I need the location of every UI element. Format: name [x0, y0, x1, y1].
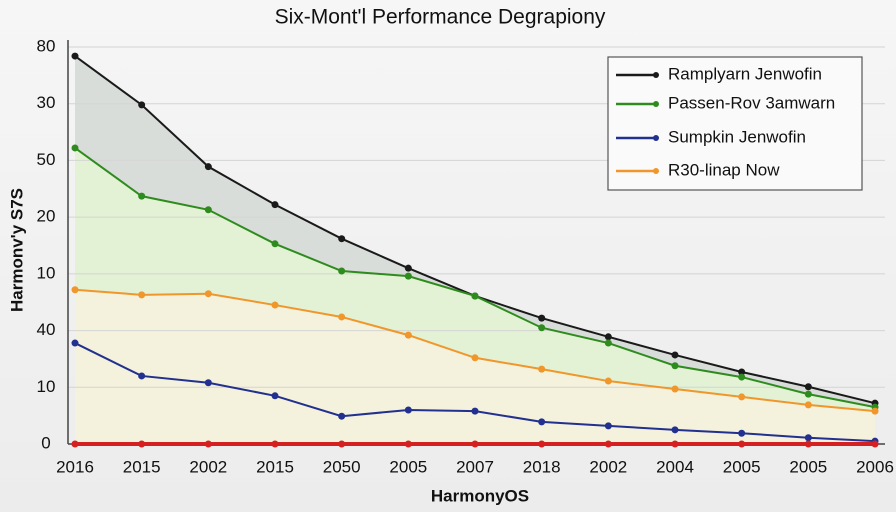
point — [471, 292, 479, 300]
x-tick-label: 2002 — [589, 457, 627, 476]
point — [738, 429, 746, 437]
x-tick-label: 2006 — [856, 457, 894, 476]
point — [271, 240, 279, 248]
point — [204, 379, 212, 387]
point — [538, 418, 546, 426]
point — [671, 440, 679, 448]
point — [138, 192, 146, 200]
y-tick-label: 40 — [37, 320, 56, 339]
point — [71, 286, 79, 294]
point — [204, 163, 212, 171]
point — [738, 440, 746, 448]
point — [338, 235, 346, 243]
point — [204, 206, 212, 214]
x-tick-label: 2018 — [523, 457, 561, 476]
point — [338, 313, 346, 321]
chart-title: Six-Mont'l Performance Degrapiony — [275, 6, 606, 29]
point — [271, 301, 279, 309]
point — [404, 440, 412, 448]
point — [204, 290, 212, 298]
point — [538, 324, 546, 332]
point — [671, 351, 679, 359]
legend-marker — [653, 101, 659, 107]
y-tick-label: 20 — [37, 207, 56, 226]
point — [871, 440, 879, 448]
point — [738, 368, 746, 376]
x-tick-label: 2005 — [389, 457, 427, 476]
point — [271, 440, 279, 448]
point — [471, 407, 479, 415]
point — [338, 267, 346, 275]
point — [338, 440, 346, 448]
point — [738, 373, 746, 381]
point — [471, 354, 479, 362]
legend-label: Ramplyarn Jenwofin — [668, 64, 822, 83]
point — [671, 426, 679, 434]
x-tick-label: 2004 — [656, 457, 694, 476]
point — [671, 362, 679, 370]
point — [138, 372, 146, 380]
x-tick-label: 2015 — [123, 457, 161, 476]
x-tick-label: 2015 — [256, 457, 294, 476]
point — [671, 385, 679, 393]
y-tick-label: 50 — [37, 150, 56, 169]
legend-marker — [653, 72, 659, 78]
y-tick-label: 0 — [41, 433, 50, 452]
point — [71, 144, 79, 152]
point — [138, 440, 146, 448]
point — [604, 422, 612, 430]
point — [404, 331, 412, 339]
x-axis-label: HarmonyOS — [431, 486, 529, 505]
point — [804, 401, 812, 409]
point — [604, 440, 612, 448]
y-tick-label: 10 — [37, 377, 56, 396]
legend-label: Sumpkin Jenwofin — [668, 127, 806, 146]
point — [538, 365, 546, 373]
point — [404, 406, 412, 414]
point — [404, 264, 412, 272]
legend-label: Passen-Rov 3amwarn — [668, 93, 835, 112]
x-tick-label: 2016 — [56, 457, 94, 476]
y-tick-label: 30 — [37, 93, 56, 112]
point — [538, 440, 546, 448]
point — [71, 52, 79, 60]
x-tick-label: 2007 — [456, 457, 494, 476]
y-tick-label: 10 — [37, 263, 56, 282]
point — [538, 314, 546, 322]
legend-marker — [653, 135, 659, 141]
point — [404, 272, 412, 280]
point — [271, 201, 279, 209]
y-axis-label: Harmonv'y S7S — [7, 188, 26, 312]
point — [138, 101, 146, 109]
legend-marker — [653, 168, 659, 174]
point — [204, 440, 212, 448]
point — [71, 440, 79, 448]
area — [75, 289, 875, 444]
x-tick-label: 2005 — [789, 457, 827, 476]
point — [138, 291, 146, 299]
point — [804, 434, 812, 442]
y-tick-label: 80 — [37, 36, 56, 55]
point — [604, 377, 612, 385]
point — [271, 392, 279, 400]
point — [338, 412, 346, 420]
legend-box — [607, 56, 863, 191]
point — [604, 333, 612, 341]
point — [804, 440, 812, 448]
x-tick-label: 2050 — [323, 457, 361, 476]
point — [871, 407, 879, 415]
x-tick-label: 2002 — [189, 457, 227, 476]
point — [471, 440, 479, 448]
point — [804, 390, 812, 398]
point — [738, 393, 746, 401]
x-tick-label: 2005 — [723, 457, 761, 476]
point — [604, 339, 612, 347]
point — [804, 383, 812, 391]
legend-label: R30-linap Now — [668, 160, 780, 179]
point — [71, 339, 79, 347]
